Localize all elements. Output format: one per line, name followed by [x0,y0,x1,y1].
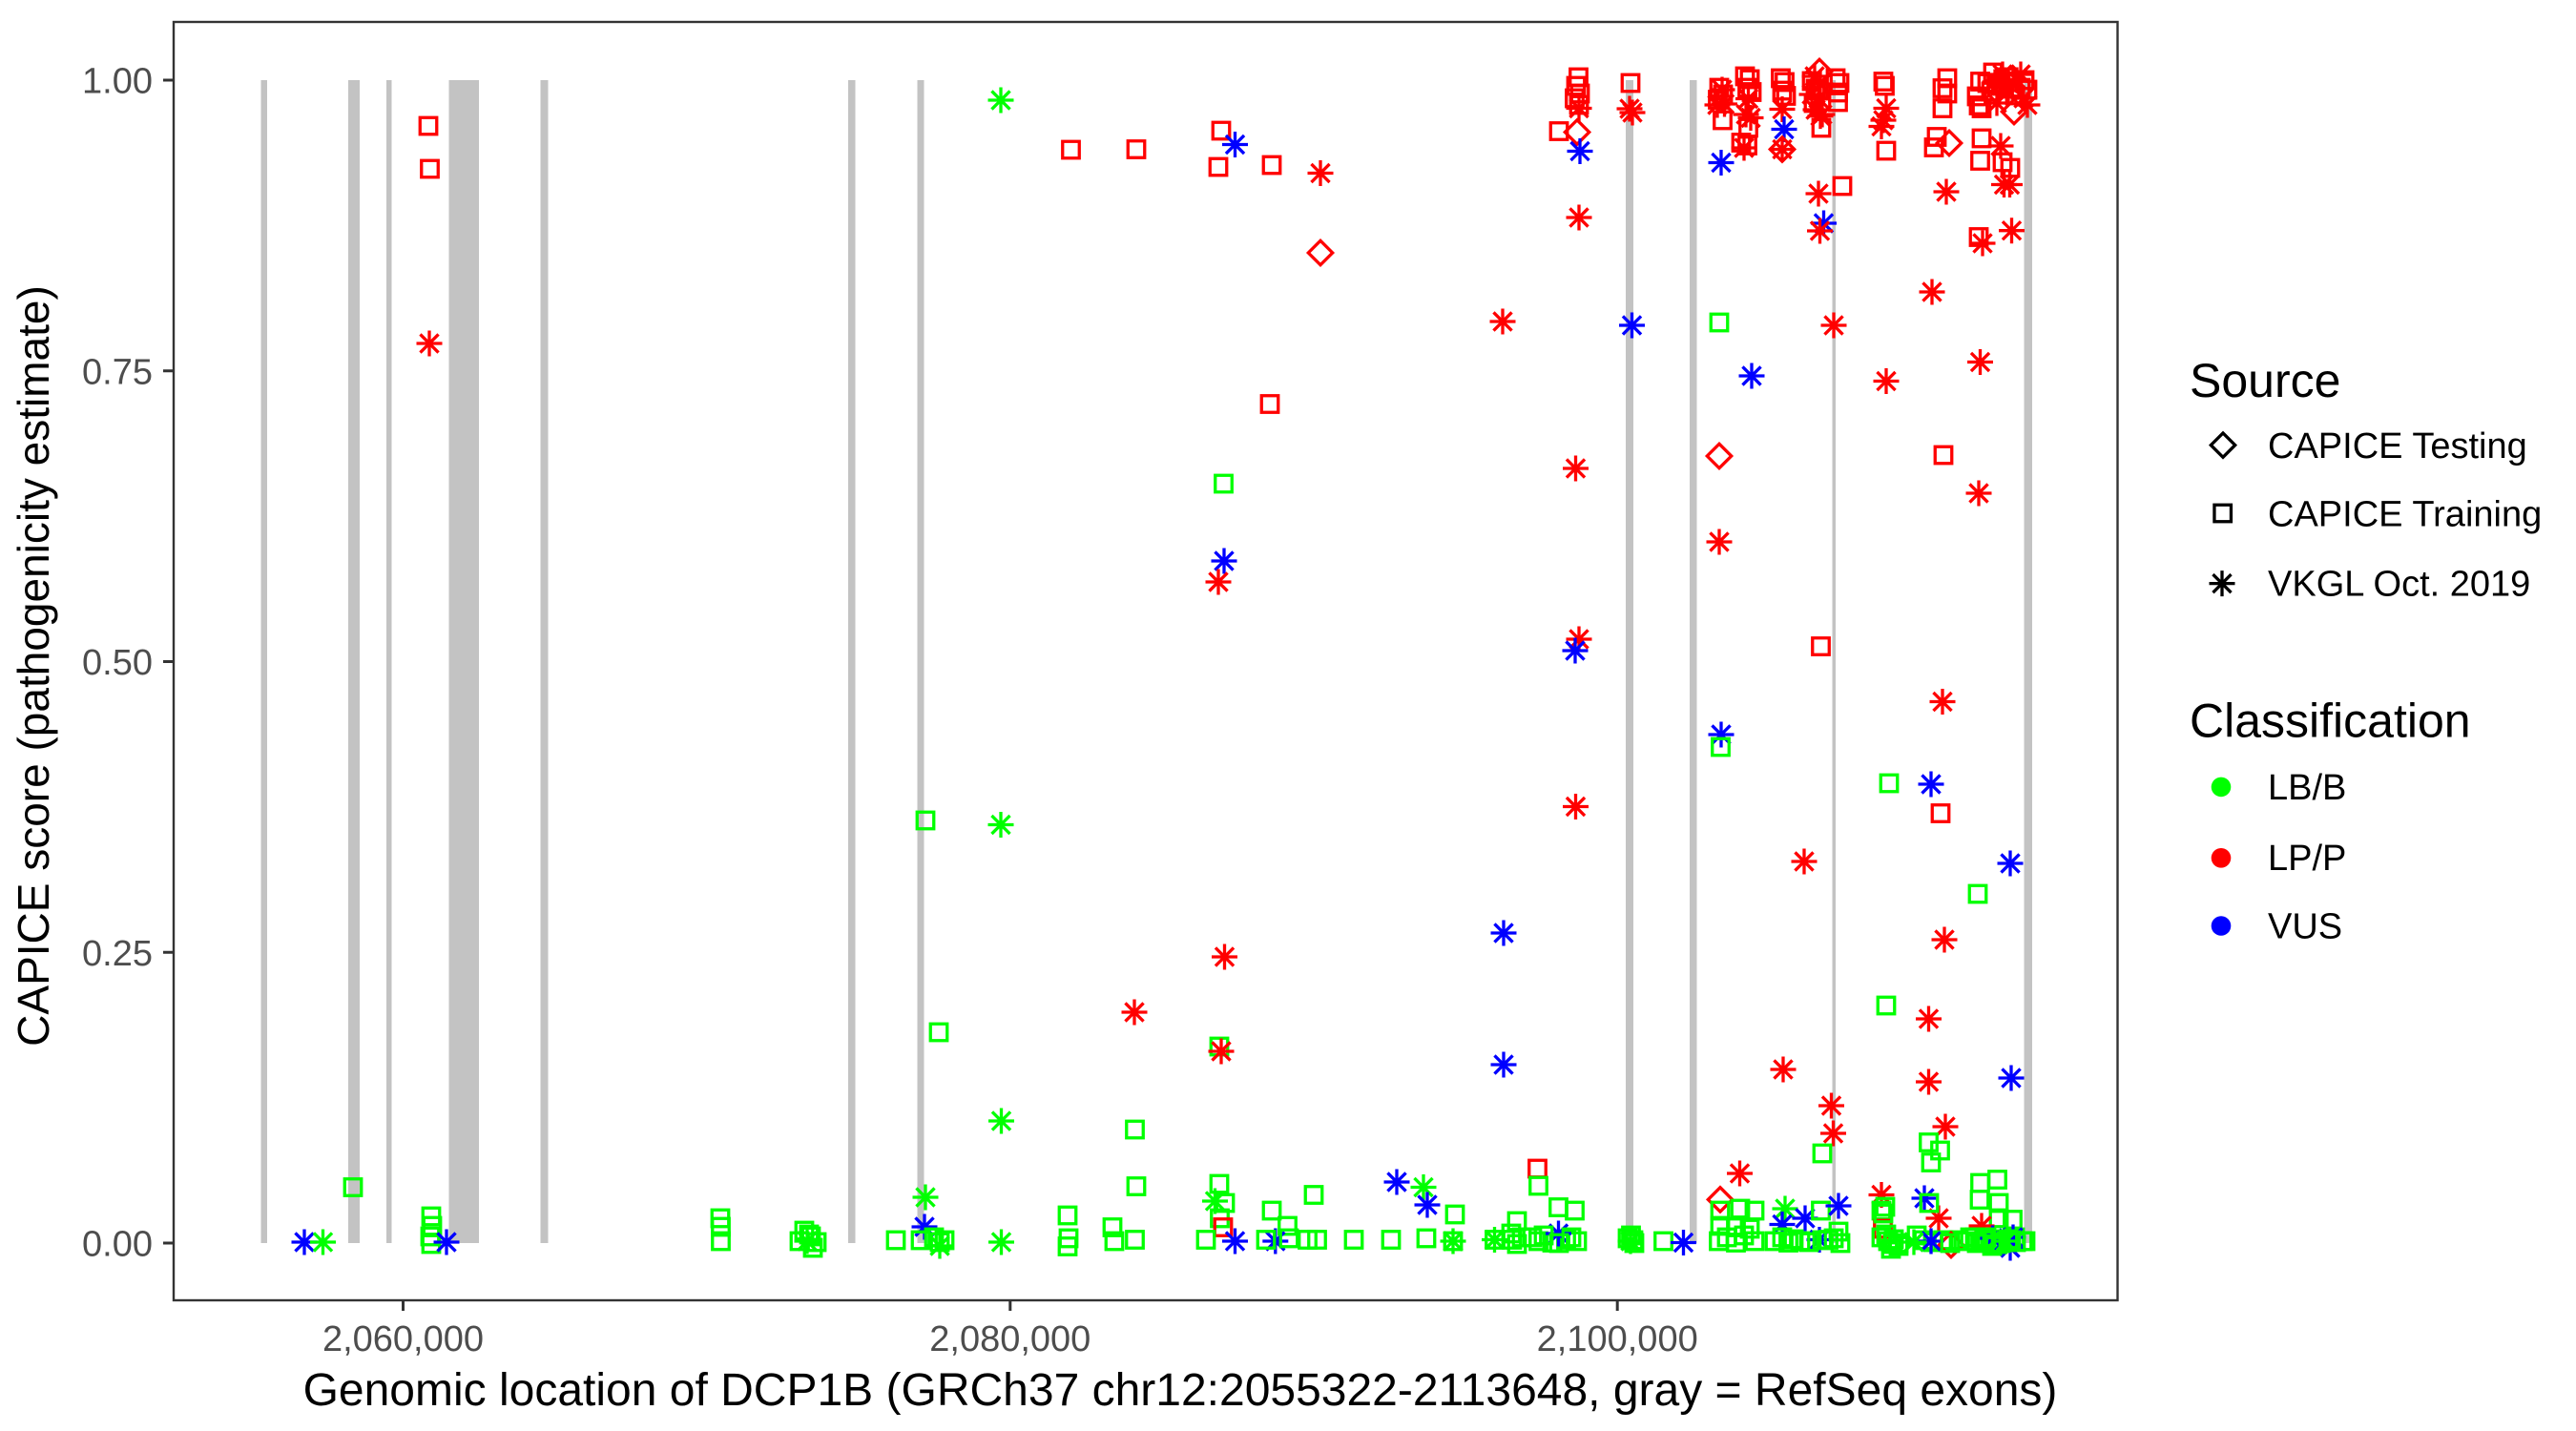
svg-text:2,080,000: 2,080,000 [929,1319,1091,1359]
svg-text:LP/P: LP/P [2268,839,2346,879]
svg-text:0.25: 0.25 [82,934,153,974]
svg-text:VUS: VUS [2268,907,2342,947]
svg-text:0.75: 0.75 [82,352,153,392]
svg-text:0.00: 0.00 [82,1225,153,1265]
svg-text:CAPICE score (pathogenicity es: CAPICE score (pathogenicity estimate) [9,285,58,1047]
svg-text:2,060,000: 2,060,000 [322,1319,484,1359]
svg-text:Source: Source [2190,354,2340,407]
svg-text:0.50: 0.50 [82,643,153,683]
svg-text:2,100,000: 2,100,000 [1537,1319,1698,1359]
svg-text:1.00: 1.00 [82,62,153,102]
svg-text:CAPICE Training: CAPICE Training [2268,494,2542,534]
svg-text:CAPICE Testing: CAPICE Testing [2268,426,2527,467]
svg-text:VKGL Oct. 2019: VKGL Oct. 2019 [2268,564,2530,604]
svg-text:Genomic location of DCP1B (GRC: Genomic location of DCP1B (GRCh37 chr12:… [303,1365,2058,1416]
svg-text:Classification: Classification [2190,694,2471,747]
svg-text:LB/B: LB/B [2268,768,2346,808]
